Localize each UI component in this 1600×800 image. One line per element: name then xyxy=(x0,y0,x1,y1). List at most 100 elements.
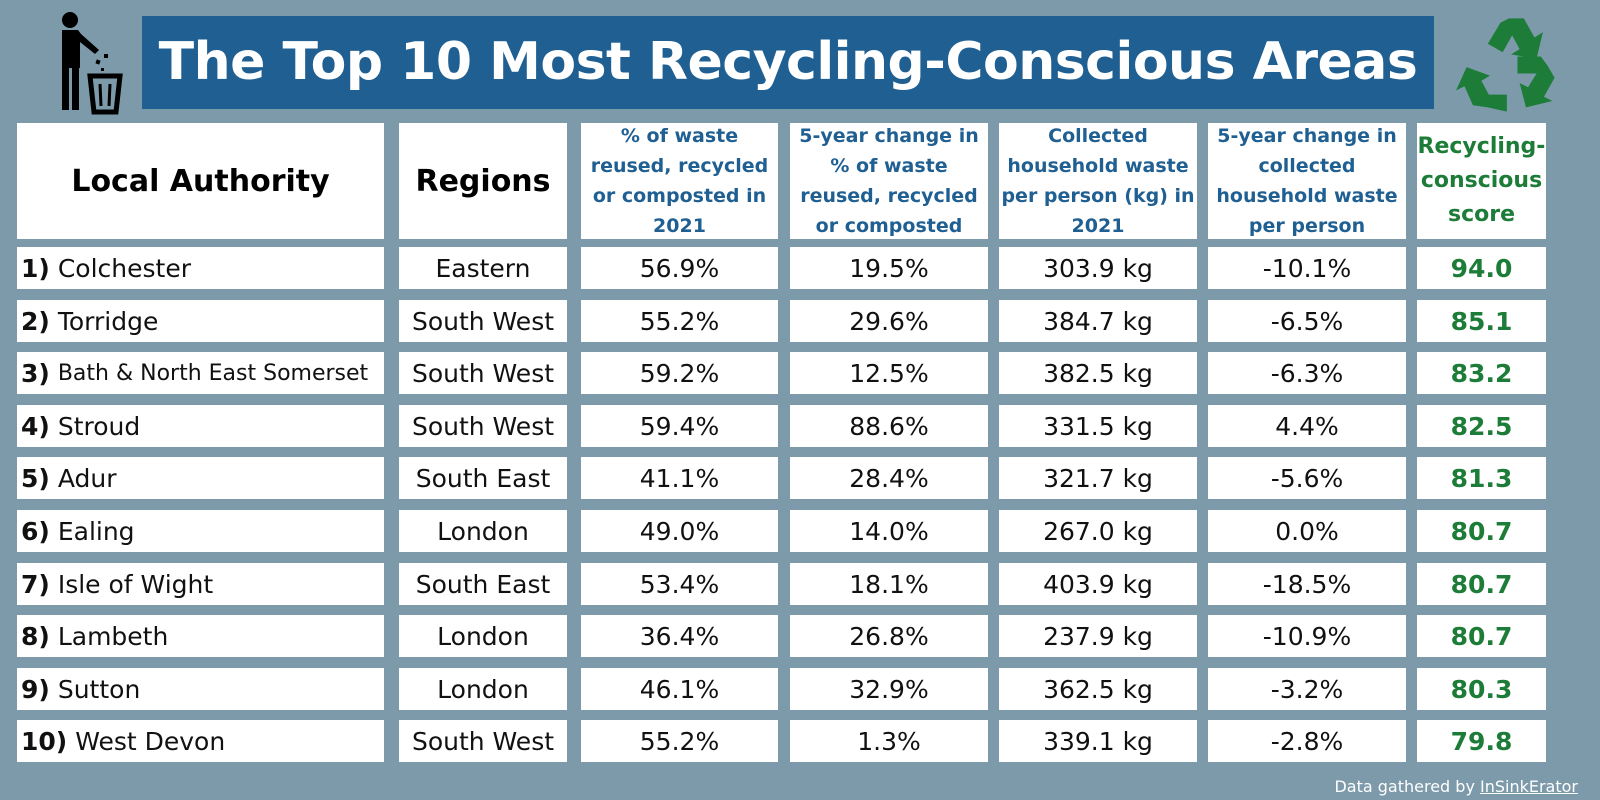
cell-pct-2021-value: 59.4% xyxy=(639,411,720,441)
cell-pct-2021-value: 46.1% xyxy=(639,674,720,704)
cell-score-value: 80.7 xyxy=(1450,569,1513,599)
footer-prefix: Data gathered by xyxy=(1334,777,1480,796)
cell-score-value: 83.2 xyxy=(1450,358,1513,388)
cell-change-pct-value: 18.1% xyxy=(849,569,929,599)
cell-change-waste-value: -6.3% xyxy=(1270,358,1344,388)
cell-region-value: London xyxy=(437,621,529,651)
cell-change-pct: 14.0% xyxy=(790,510,988,552)
cell-pct-2021: 41.1% xyxy=(581,457,778,499)
cell-region: London xyxy=(399,615,567,657)
cell-change-waste-value: -10.1% xyxy=(1262,253,1352,283)
cell-score-value: 81.3 xyxy=(1450,463,1513,493)
cell-change-waste-value: 0.0% xyxy=(1275,516,1339,546)
rank-label: 1) xyxy=(21,253,50,283)
cell-score-value: 85.1 xyxy=(1450,306,1513,336)
cell-score-value: 94.0 xyxy=(1450,253,1513,283)
cell-waste-kg: 303.9 kg xyxy=(999,247,1197,289)
cell-change-pct-value: 88.6% xyxy=(849,411,929,441)
cell-change-waste: -10.9% xyxy=(1208,615,1406,657)
cell-change-pct: 26.8% xyxy=(790,615,988,657)
cell-change-pct: 12.5% xyxy=(790,352,988,394)
cell-change-waste-value: -2.8% xyxy=(1270,726,1344,756)
cell-change-pct-value: 1.3% xyxy=(857,726,921,756)
cell-pct-2021-value: 53.4% xyxy=(639,569,720,599)
rank-label: 8) xyxy=(21,621,50,651)
cell-score: 80.7 xyxy=(1417,563,1546,605)
cell-waste-kg-value: 362.5 kg xyxy=(1043,674,1153,704)
cell-waste-kg-value: 403.9 kg xyxy=(1043,569,1153,599)
cell-change-waste: -6.5% xyxy=(1208,300,1406,342)
cell-change-waste: 0.0% xyxy=(1208,510,1406,552)
cell-waste-kg-value: 384.7 kg xyxy=(1043,306,1153,336)
cell-pct-2021: 56.9% xyxy=(581,247,778,289)
cell-region-value: South East xyxy=(415,569,551,599)
authority-name: West Devon xyxy=(75,726,226,756)
column-header-local-authority: Local Authority xyxy=(17,123,384,239)
cell-region-value: South West xyxy=(411,411,555,441)
cell-score: 81.3 xyxy=(1417,457,1546,499)
cell-region-value: South West xyxy=(411,726,555,756)
cell-region-value: London xyxy=(437,674,529,704)
column-header-score: Recycling-conscious score xyxy=(1417,123,1546,239)
cell-change-pct-value: 32.9% xyxy=(849,674,929,704)
cell-pct-2021-value: 41.1% xyxy=(639,463,720,493)
cell-waste-kg: 362.5 kg xyxy=(999,668,1197,710)
cell-waste-kg-value: 331.5 kg xyxy=(1043,411,1153,441)
cell-region-value: South East xyxy=(415,463,551,493)
rank-label: 7) xyxy=(21,569,50,599)
cell-pct-2021-value: 59.2% xyxy=(639,358,720,388)
cell-change-waste: -2.8% xyxy=(1208,720,1406,762)
cell-waste-kg: 339.1 kg xyxy=(999,720,1197,762)
cell-region: South East xyxy=(399,457,567,499)
authority-name: Sutton xyxy=(57,674,141,704)
authority-name: Lambeth xyxy=(57,621,169,651)
cell-region: South West xyxy=(399,720,567,762)
cell-change-waste: 4.4% xyxy=(1208,405,1406,447)
cell-authority: 7) Isle of Wight xyxy=(17,563,384,605)
cell-change-pct: 18.1% xyxy=(790,563,988,605)
cell-score: 79.8 xyxy=(1417,720,1546,762)
footer-credit: Data gathered by InSinkErator xyxy=(1334,777,1578,796)
cell-authority: 5) Adur xyxy=(17,457,384,499)
cell-score: 83.2 xyxy=(1417,352,1546,394)
rank-label: 9) xyxy=(21,674,50,704)
cell-change-waste: -5.6% xyxy=(1208,457,1406,499)
cell-authority: 4) Stroud xyxy=(17,405,384,447)
cell-score: 94.0 xyxy=(1417,247,1546,289)
cell-change-pct-value: 28.4% xyxy=(849,463,929,493)
cell-pct-2021-value: 55.2% xyxy=(639,726,720,756)
cell-authority: 6) Ealing xyxy=(17,510,384,552)
cell-score: 80.7 xyxy=(1417,510,1546,552)
cell-pct-2021-value: 55.2% xyxy=(639,306,720,336)
rank-label: 2) xyxy=(21,306,50,336)
cell-authority: 3) Bath & North East Somerset xyxy=(17,352,384,394)
rank-label: 4) xyxy=(21,411,50,441)
cell-change-pct: 1.3% xyxy=(790,720,988,762)
cell-pct-2021: 59.4% xyxy=(581,405,778,447)
cell-change-pct-value: 14.0% xyxy=(849,516,929,546)
cell-region-value: South West xyxy=(411,358,555,388)
cell-waste-kg-value: 303.9 kg xyxy=(1043,253,1153,283)
cell-authority: 8) Lambeth xyxy=(17,615,384,657)
cell-waste-kg: 384.7 kg xyxy=(999,300,1197,342)
cell-pct-2021: 55.2% xyxy=(581,720,778,762)
cell-waste-kg: 382.5 kg xyxy=(999,352,1197,394)
waste-bin-icon xyxy=(62,12,123,115)
cell-change-waste-value: -18.5% xyxy=(1262,569,1352,599)
authority-name: Stroud xyxy=(57,411,141,441)
cell-change-waste-value: 4.4% xyxy=(1275,411,1339,441)
rank-label: 3) xyxy=(21,358,50,388)
authority-name: Ealing xyxy=(57,516,135,546)
cell-change-waste-value: -6.5% xyxy=(1270,306,1344,336)
cell-pct-2021: 53.4% xyxy=(581,563,778,605)
cell-region: Eastern xyxy=(399,247,567,289)
rank-label: 6) xyxy=(21,516,50,546)
cell-pct-2021-value: 36.4% xyxy=(639,621,720,651)
authority-name: Bath & North East Somerset xyxy=(57,360,369,386)
cell-change-pct-value: 19.5% xyxy=(849,253,929,283)
cell-waste-kg: 331.5 kg xyxy=(999,405,1197,447)
cell-region: South West xyxy=(399,405,567,447)
source-link[interactable]: InSinkErator xyxy=(1480,777,1578,796)
cell-region-value: Eastern xyxy=(435,253,531,283)
cell-change-waste-value: -10.9% xyxy=(1262,621,1352,651)
